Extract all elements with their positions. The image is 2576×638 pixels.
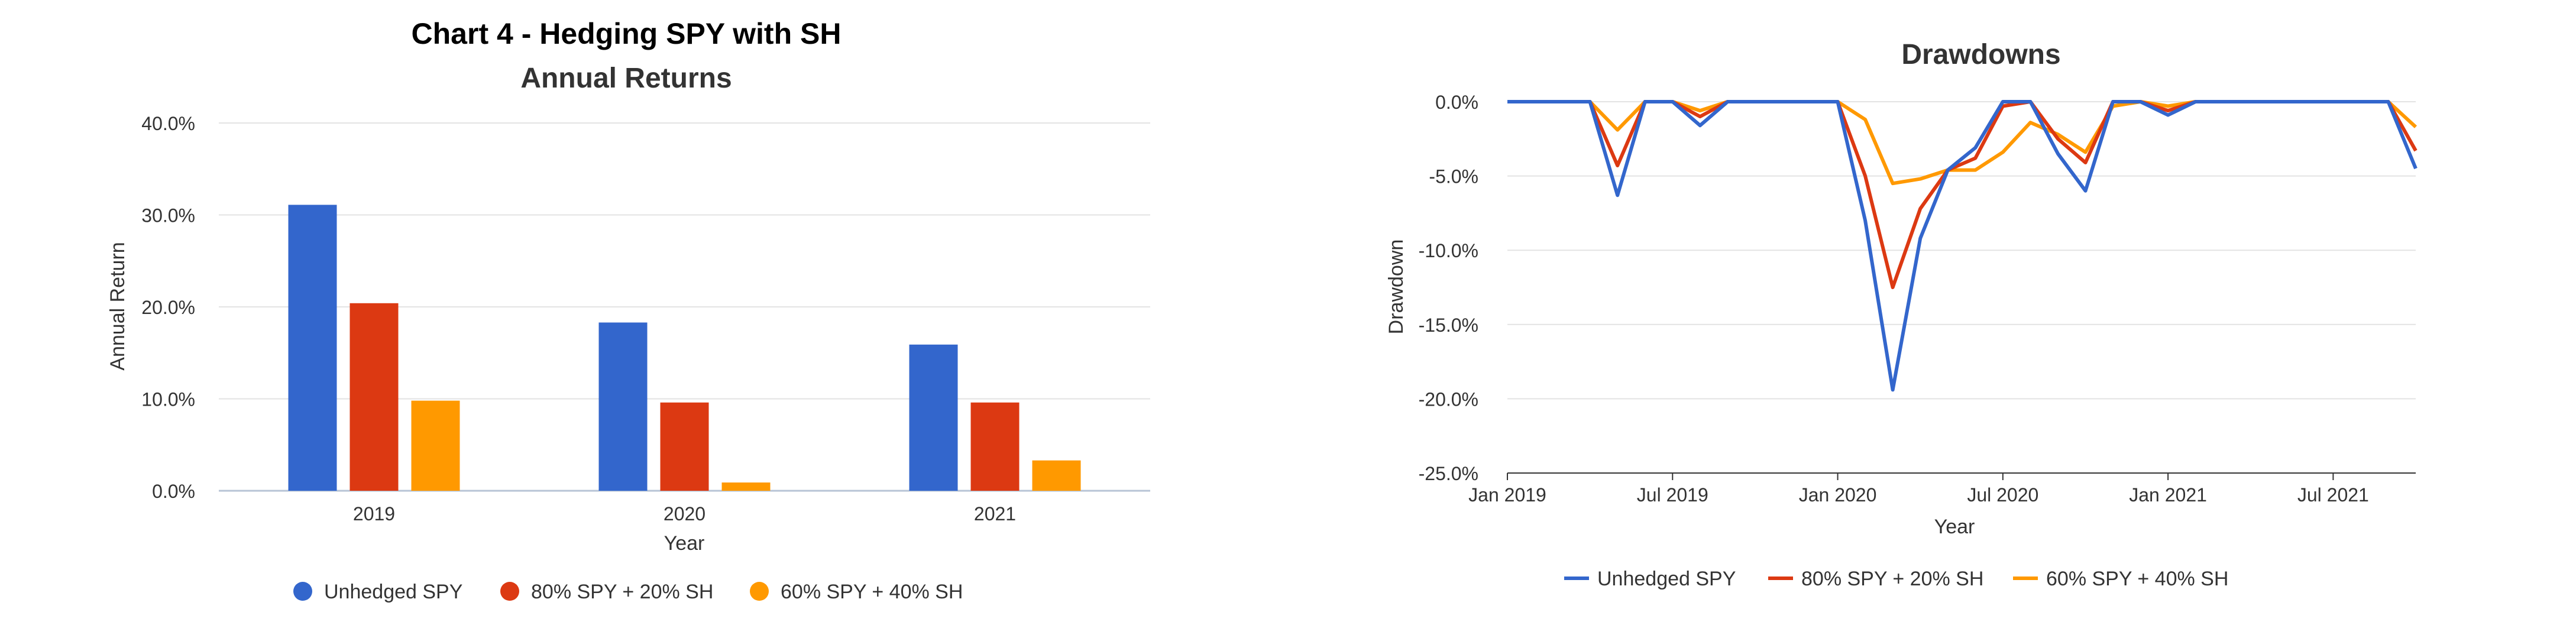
line-legend-label: 80% SPY + 20% SH [1801,568,1983,590]
bar-legend-label: Unhedged SPY [324,581,462,603]
line-y-tick-label: -20.0% [1419,388,1478,410]
chart-subtitle: Annual Returns [520,63,732,94]
line-y-axis-label: Drawdown [1385,239,1407,335]
bar-2020-series-1 [598,322,648,491]
chart-main-title: Chart 4 - Hedging SPY with SH [412,17,842,50]
bar-legend-marker [750,582,769,601]
bar-2019-series-2 [349,303,399,491]
line-y-tick-labels: 0.0% -5.0% -10.0% -15.0% -20.0% -25.0% [1419,92,1478,484]
bar-y-tick-label: 10.0% [141,389,195,410]
line-x-tick-label: Jan 2019 [1468,484,1546,506]
line-x-tick-label: Jul 2021 [2297,484,2369,506]
line-y-tick-label: -10.0% [1419,240,1478,261]
bar-2021-series-1 [909,344,958,491]
line-x-tick-labels: Jan 2019 Jul 2019 Jan 2020 Jul 2020 Jan 2021… [1468,473,2369,506]
bar-2021-series-3 [1032,460,1081,491]
line-legend-label: 60% SPY + 40% SH [2046,568,2228,590]
bar-2019-series-3 [411,400,460,491]
line-y-tick-label: 0.0% [1435,92,1478,113]
line-y-tick-label: -5.0% [1429,166,1478,187]
line-y-tick-label: -15.0% [1419,315,1478,336]
line-x-tick-label: Jul 2019 [1637,484,1708,506]
drawdowns-title: Drawdowns [1901,39,2060,70]
bar-y-tick-labels: 0.0% 10.0% 20.0% 30.0% 40.0% [141,113,195,502]
bar-x-tick-label: 2019 [353,503,395,524]
line-x-tick-label: Jan 2020 [1799,484,1877,506]
line-x-tick-label: Jan 2021 [2129,484,2207,506]
bar-y-tick-label: 20.0% [141,297,195,318]
bar-legend: Unhedged SPY 80% SPY + 20% SH 60% SPY + 40… [293,581,963,603]
bar-marks [288,205,1081,491]
bar-2020-series-2 [660,402,709,491]
bar-legend-marker [293,582,312,601]
line-y-tick-label: -25.0% [1419,463,1478,484]
line-legend-label: Unhedged SPY [1597,568,1736,590]
bar-legend-label: 60% SPY + 40% SH [781,581,963,603]
bar-legend-label: 80% SPY + 20% SH [531,581,713,603]
bar-x-axis-label: Year [664,532,705,555]
line-series-1 [1507,100,2418,392]
bar-2021-series-2 [970,402,1020,491]
bar-legend-marker [500,582,519,601]
line-series [1507,100,2418,392]
bar-y-tick-label: 40.0% [141,113,195,134]
bar-2019-series-1 [288,205,337,491]
bar-x-tick-label: 2020 [664,503,706,524]
bar-x-tick-label: 2021 [974,503,1016,524]
bar-y-tick-label: 30.0% [141,205,195,226]
line-x-tick-label: Jul 2020 [1967,484,2038,506]
drawdowns-chart: Drawdowns 0.0% -5.0% -10.0% -15.0% -20.0% -25… [1385,39,2418,590]
annual-returns-chart: Chart 4 - Hedging SPY with SH Annual Ret… [106,17,1150,603]
line-legend: Unhedged SPY 80% SPY + 20% SH 60% SPY + 40… [1564,568,2228,590]
line-x-axis-label: Year [1934,516,1975,538]
bar-y-axis-label: Annual Return [106,242,129,370]
line-series-2 [1507,100,2418,289]
bar-2020-series-3 [721,482,771,491]
bar-y-tick-label: 0.0% [152,481,195,502]
line-series-3 [1507,100,2418,186]
bar-x-tick-labels: 2019 2020 2021 [353,503,1016,524]
